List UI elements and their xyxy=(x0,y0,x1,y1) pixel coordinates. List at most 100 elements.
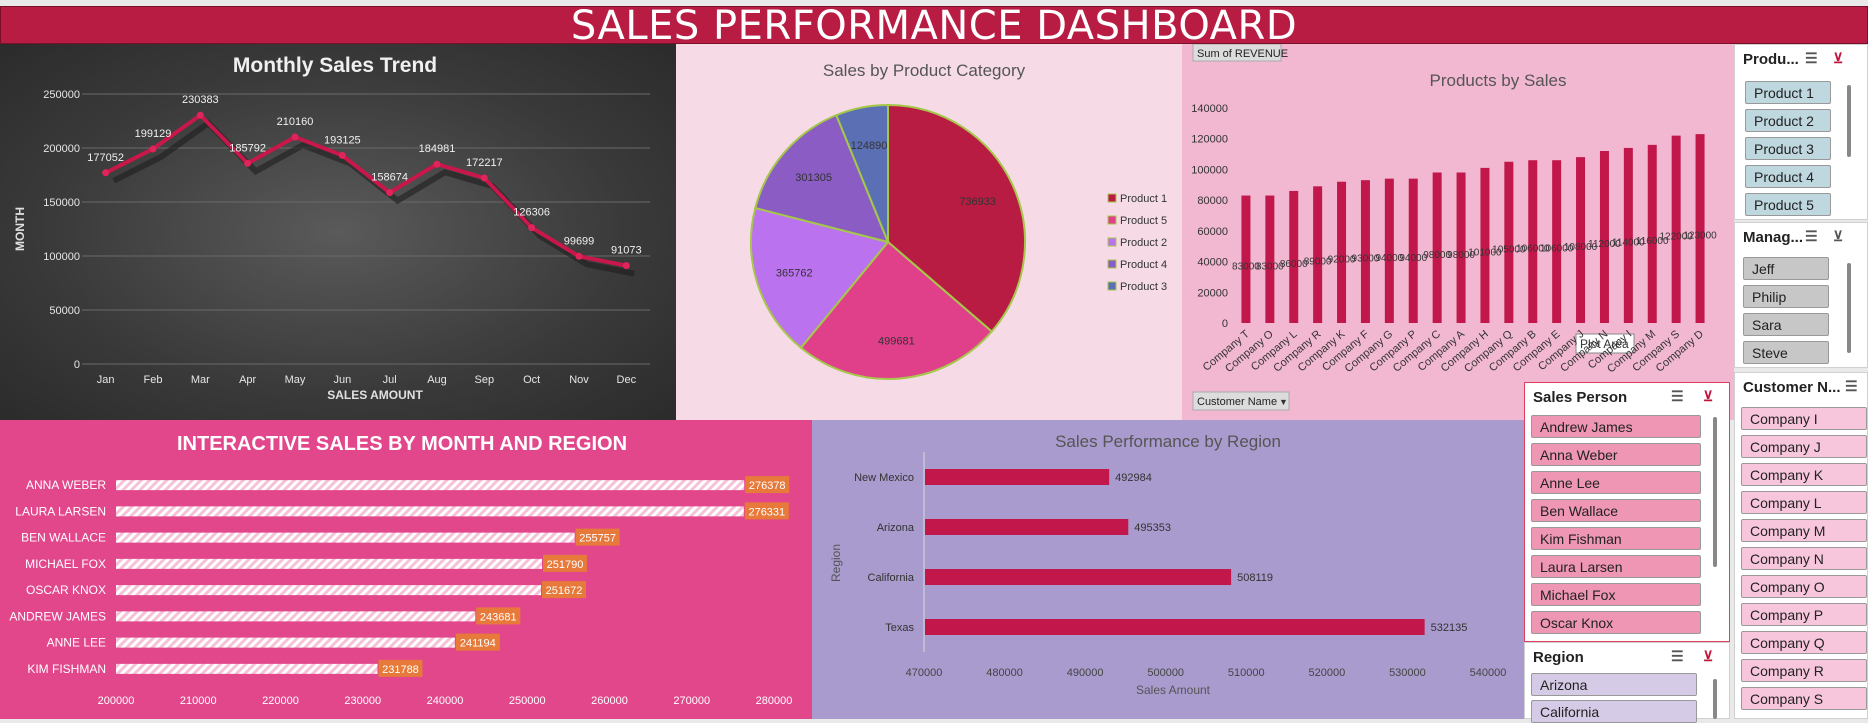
bar-data-label: 83000 xyxy=(1232,261,1260,272)
bar-data-label: 114000 xyxy=(1612,237,1645,248)
region-value-label: 495353 xyxy=(1134,522,1171,534)
x-tick-label: Oct xyxy=(523,374,540,386)
slicer-scrollbar[interactable] xyxy=(1713,679,1717,719)
slicer-item[interactable]: Company S xyxy=(1741,687,1867,710)
slicer-scrollbar[interactable] xyxy=(1713,417,1717,567)
product-slicer-title: Produ... xyxy=(1743,51,1799,68)
x-tick-label: 220000 xyxy=(262,695,299,707)
slicer-item[interactable]: Product 5 xyxy=(1745,193,1831,216)
x-tick-label: May xyxy=(285,374,306,386)
region-performance-chart[interactable]: Sales Performance by Region Sales Amount… xyxy=(812,420,1524,719)
legend-swatch xyxy=(1107,259,1117,269)
slicer-item[interactable]: Company J xyxy=(1741,435,1867,458)
value-badge xyxy=(575,528,620,546)
slicer-item[interactable]: Product 4 xyxy=(1745,165,1831,188)
product-category-pie-chart[interactable]: Sales by Product Category 736933 499681 36… xyxy=(676,44,1182,420)
data-label: 210160 xyxy=(277,116,314,128)
slicer-item[interactable]: Andrew James xyxy=(1531,415,1701,438)
slicer-scrollbar[interactable] xyxy=(1847,85,1851,157)
x-tick-label: 240000 xyxy=(427,695,464,707)
multi-select-icon[interactable]: ☰ xyxy=(1671,648,1684,664)
slicer-item[interactable]: Company L xyxy=(1741,491,1867,514)
products-by-sales-chart[interactable]: Sum of REVENUE Products by Sales Custome… xyxy=(1182,44,1734,420)
y-tick-label: 140000 xyxy=(1191,103,1228,115)
slicer-item[interactable]: Company I xyxy=(1741,407,1867,430)
region-bar xyxy=(925,569,1232,585)
slicer-item[interactable]: Philip xyxy=(1743,285,1829,308)
slicer-item[interactable]: Company R xyxy=(1741,659,1867,682)
x-tick-label: Aug xyxy=(427,374,447,386)
sales-bar xyxy=(116,611,476,622)
monthly-sales-chart[interactable]: Monthly Sales Trend SALES AMOUNT MONTH 0… xyxy=(0,44,676,420)
slicer-item[interactable]: Michael Fox xyxy=(1531,583,1701,606)
x-tick-label: Jul xyxy=(383,374,397,386)
clear-filter-icon[interactable]: ⊻ xyxy=(1833,228,1844,244)
slicer-item[interactable]: California xyxy=(1531,700,1697,723)
slicer-item[interactable]: Company M xyxy=(1741,519,1867,542)
data-point xyxy=(433,160,441,168)
x-tick-label: 210000 xyxy=(180,695,217,707)
data-label: 99699 xyxy=(564,235,595,247)
product-bar xyxy=(1480,167,1490,323)
interactive-sales-chart[interactable]: INTERACTIVE SALES BY MONTH AND REGION AN… xyxy=(0,420,812,719)
product-slicer[interactable]: Produ... ☰ ⊻ Product 1 Product 2 Product 3… xyxy=(1734,44,1868,220)
slicer-item[interactable]: Company P xyxy=(1741,603,1867,626)
category-label: KIM FISHMAN xyxy=(27,662,106,676)
products-chart-title: Products by Sales xyxy=(1429,71,1566,90)
slicer-item[interactable]: Company N xyxy=(1741,547,1867,570)
region-chart-title: Sales Performance by Region xyxy=(1055,432,1281,451)
multi-select-icon[interactable]: ☰ xyxy=(1845,378,1858,394)
slicer-item[interactable]: Steve xyxy=(1743,341,1829,364)
slicer-item[interactable]: Ben Wallace xyxy=(1531,499,1701,522)
data-point xyxy=(338,151,346,159)
slicer-scrollbar[interactable] xyxy=(1847,263,1851,353)
slicer-item[interactable]: Jeff xyxy=(1743,257,1829,280)
region-slicer[interactable]: Region ☰ ⊻ Arizona California xyxy=(1524,642,1730,723)
y-tick-label: 0 xyxy=(74,359,80,371)
manager-slicer-title: Manag... xyxy=(1743,229,1804,246)
category-label: ANNE LEE xyxy=(47,636,106,650)
slicer-item[interactable]: Laura Larsen xyxy=(1531,555,1701,578)
slicer-item[interactable]: Company Q xyxy=(1741,631,1867,654)
x-tick-label: Feb xyxy=(144,374,163,386)
manager-slicer[interactable]: Manag... ☰ ⊻ Jeff Philip Sara Steve xyxy=(1734,222,1868,368)
slicer-item[interactable]: Oscar Knox xyxy=(1531,611,1701,634)
category-label: LAURA LARSEN xyxy=(15,504,106,518)
bar-data-label: 105000 xyxy=(1492,244,1526,255)
clear-filter-icon[interactable]: ⊻ xyxy=(1833,50,1844,66)
slicer-item[interactable]: Company K xyxy=(1741,463,1867,486)
slicer-item[interactable]: Product 1 xyxy=(1745,81,1831,104)
slicer-item[interactable]: Sara xyxy=(1743,313,1829,336)
bar-data-label: 94000 xyxy=(1399,253,1427,264)
multi-select-icon[interactable]: ☰ xyxy=(1671,388,1684,404)
value-label: 251790 xyxy=(547,559,584,571)
value-label: 243681 xyxy=(480,611,517,623)
customer-name-dropdown-icon[interactable]: ▼ xyxy=(1279,397,1288,407)
slicer-item[interactable]: Product 2 xyxy=(1745,109,1831,132)
slicer-item[interactable]: Anne Lee xyxy=(1531,471,1701,494)
value-label: 251672 xyxy=(546,585,583,597)
y-tick-label: 40000 xyxy=(1197,257,1228,269)
slicer-item[interactable]: Product 3 xyxy=(1745,137,1831,160)
clear-filter-icon[interactable]: ⊻ xyxy=(1703,388,1714,404)
slicer-item[interactable]: Anna Weber xyxy=(1531,443,1701,466)
multi-select-icon[interactable]: ☰ xyxy=(1805,50,1818,66)
sales-person-slicer[interactable]: Sales Person ☰ ⊻ Andrew James Anna Weber A… xyxy=(1524,382,1730,642)
manager-slicer-header: Manag... ☰ ⊻ xyxy=(1735,223,1867,253)
multi-select-icon[interactable]: ☰ xyxy=(1805,228,1818,244)
slicer-item[interactable]: Kim Fishman xyxy=(1531,527,1701,550)
plot-area-tooltip: Plot Area xyxy=(1580,337,1629,351)
slicer-item[interactable]: Arizona xyxy=(1531,673,1697,696)
customer-name-field-button[interactable] xyxy=(1192,391,1290,411)
region-slicer-header: Region ☰ ⊻ xyxy=(1525,643,1729,673)
x-tick-label: 540000 xyxy=(1470,667,1507,679)
customer-name-slicer[interactable]: Customer N... ☰ Company I Company J Compan… xyxy=(1734,372,1868,719)
product-bar xyxy=(1432,172,1442,323)
clear-filter-icon[interactable]: ⊻ xyxy=(1703,648,1714,664)
y-tick-label: 0 xyxy=(1222,318,1228,330)
sum-of-revenue-field-button[interactable] xyxy=(1192,44,1282,62)
product-bar xyxy=(1695,134,1705,323)
slicer-item[interactable]: Company O xyxy=(1741,575,1867,598)
data-point xyxy=(149,145,157,153)
y-tick-label: 80000 xyxy=(1197,195,1228,207)
